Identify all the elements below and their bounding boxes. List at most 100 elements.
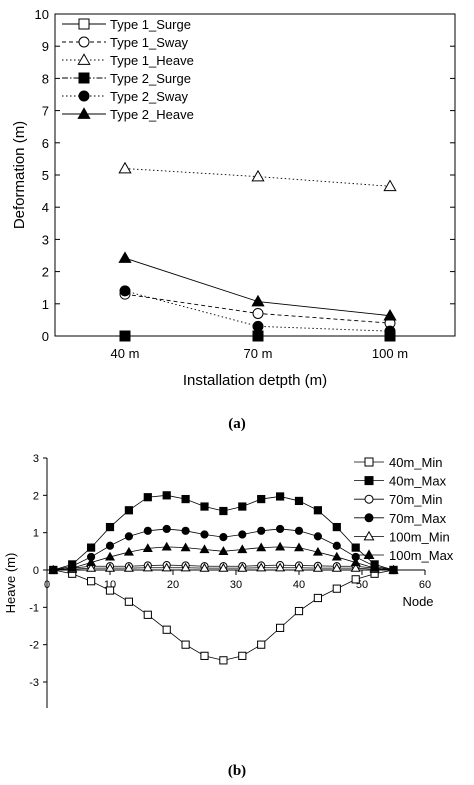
data-point-type-1-heave (118, 161, 132, 174)
legend-marker (77, 53, 91, 65)
chart-b-y-tick-label: -3 (29, 677, 39, 689)
data-point-40m-min (219, 656, 228, 665)
data-point-40m-min (332, 584, 341, 593)
chart-a-series (118, 161, 397, 342)
data-point-100m-max (275, 541, 286, 551)
data-point-type-2-sway (252, 320, 264, 332)
legend-marker (364, 513, 374, 523)
data-point-100m-max (48, 564, 59, 574)
legend-marker (78, 90, 90, 102)
chart-b-ylabel: Heave (m) (3, 553, 18, 614)
data-point-40m-max (200, 502, 209, 511)
legend-item-type-2-surge: Type 2_Surge (62, 71, 191, 86)
chart-a-y-tick-label: 9 (42, 39, 49, 54)
chart-a-x-tick-label: 40 m (111, 346, 140, 361)
chart-a-y-tick-label: 6 (42, 136, 49, 151)
data-point-100m-min (331, 562, 342, 572)
data-point-40m-max (124, 506, 134, 515)
data-point-70m-max (294, 526, 304, 535)
data-point-type-2-sway (384, 325, 396, 337)
data-point-100m-max (86, 557, 97, 567)
data-point-100m-min (350, 562, 361, 572)
data-point-100m-max (293, 542, 305, 552)
data-point-40m-min (162, 625, 171, 634)
data-point-70m-max (238, 530, 247, 539)
chart-b-x-tick-label: 20 (167, 579, 179, 591)
chart-b-y-tick-label: 2 (33, 490, 39, 502)
data-point-type-2-sway (119, 285, 131, 297)
chart-b-y-tick-label: 3 (33, 453, 39, 465)
data-point-40m-max (162, 491, 171, 500)
data-point-100m-min (199, 562, 210, 572)
data-point-70m-max (105, 541, 115, 550)
data-point-100m-max (180, 542, 191, 552)
data-point-40m-min (294, 606, 304, 616)
legend-item-70m-max: 70m_Max (354, 511, 447, 526)
data-point-40m-max (87, 543, 96, 552)
chart-b-y-axis: -3 -2 -1 0 1 2 3 (29, 453, 47, 689)
data-point-40m-min (87, 577, 96, 586)
data-point-70m-max (124, 532, 133, 541)
chart-b-x-tick-label: 0 (44, 579, 50, 591)
data-point-100m-min (256, 562, 267, 572)
data-point-40m-max (332, 522, 341, 532)
data-point-100m-max (123, 546, 134, 556)
data-point-70m-max (200, 530, 209, 539)
data-point-40m-max (351, 543, 360, 552)
legend-label: 40m_Max (389, 474, 447, 489)
data-point-40m-max (143, 493, 152, 502)
data-point-100m-max (104, 551, 116, 561)
legend-item-40m-max: 40m_Max (354, 474, 447, 489)
chart-b-y-tick-label: 0 (33, 565, 39, 577)
data-point-40m-max (276, 492, 285, 501)
data-point-40m-min (276, 623, 285, 632)
data-point-100m-min (312, 562, 323, 572)
data-point-type-2-surge (252, 330, 264, 342)
legend-item-type-2-heave: Type 2_Heave (62, 107, 194, 122)
data-point-100m-max (237, 544, 248, 554)
legend-item-40m-min: 40m_Min (354, 455, 442, 470)
data-point-type-2-heave (383, 308, 397, 321)
chart-a-x-axis: 40 m 70 m 100 m (111, 331, 408, 361)
data-point-70m-max (219, 533, 228, 542)
data-point-40m-max (257, 494, 266, 504)
data-point-type-1-heave (251, 169, 265, 182)
legend-marker (78, 18, 90, 30)
legend-label: Type 2_Surge (110, 71, 191, 86)
legend-item-type-1-sway: Type 1_Sway (62, 35, 189, 50)
series-40m-max (49, 491, 398, 575)
data-point-70m-max (313, 532, 322, 541)
chart-b-panel-label: (b) (228, 763, 246, 779)
data-point-100m-min (86, 562, 97, 572)
legend-label: Type 1_Sway (110, 35, 189, 50)
data-point-100m-max (312, 546, 323, 556)
series-type-2-heave (118, 251, 397, 321)
chart-a-y-tick-label: 2 (42, 265, 49, 280)
chart-a-xlabel: Installation detpth (m) (183, 372, 327, 389)
data-point-40m-max (219, 506, 228, 516)
data-point-100m-max (256, 542, 267, 552)
legend-label: 70m_Max (389, 511, 447, 526)
data-point-40m-min (200, 651, 209, 660)
legend-label: 70m_Min (389, 492, 442, 507)
chart-a-panel-label: (a) (228, 416, 246, 432)
legend-item-70m-min: 70m_Min (354, 492, 442, 507)
data-point-70m-max (276, 524, 285, 534)
data-point-40m-max (294, 496, 304, 506)
data-point-40m-max (313, 506, 322, 515)
data-point-40m-max (105, 522, 115, 532)
legend-item-100m-min: 100m_Min (354, 529, 450, 544)
legend-label: Type 1_Surge (110, 17, 191, 32)
legend-item-type-1-heave: Type 1_Heave (62, 53, 194, 68)
legend-marker (364, 494, 374, 504)
data-point-100m-max (67, 562, 78, 572)
data-point-40m-min (313, 593, 322, 603)
legend-label: Type 1_Heave (110, 53, 194, 68)
data-point-100m-max (369, 562, 380, 572)
data-point-100m-min (237, 562, 248, 572)
data-point-100m-max (199, 544, 210, 554)
data-point-70m-max (181, 526, 190, 535)
data-point-40m-min (143, 610, 152, 619)
